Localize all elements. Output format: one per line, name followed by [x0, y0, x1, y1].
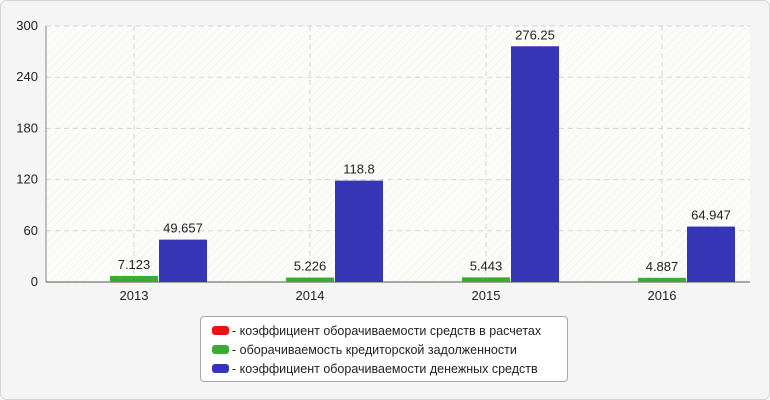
bar-data-label: 118.8: [343, 162, 375, 177]
bar-data-label: 49.657: [163, 221, 203, 236]
bar-data-label: 5.226: [294, 259, 327, 274]
plot-area: [46, 26, 750, 282]
legend-label: - коэффициент оборачиваемости денежных с…: [232, 361, 538, 376]
legend-swatch: [212, 326, 229, 335]
legend-label: - оборачиваемость кредиторской задолженн…: [232, 342, 517, 357]
x-tick-label: 2014: [296, 288, 325, 303]
bar: [638, 277, 686, 282]
y-tick-label: 0: [31, 274, 38, 289]
legend-item: - коэффициент оборачиваемости средств в …: [212, 321, 567, 340]
bar-chart: 0 60 120 180 240 300 7.123 49.657 2013 5.226 118.8…: [16, 18, 750, 303]
x-tick-label: 2013: [120, 288, 149, 303]
bar-data-label: 64.947: [691, 208, 731, 223]
bar: [286, 277, 334, 282]
legend-swatch: [212, 364, 229, 373]
chart-legend: - коэффициент оборачиваемости средств в …: [200, 316, 568, 382]
y-tick-label: 240: [16, 69, 38, 84]
bar: [159, 239, 207, 282]
bar-data-label: 276.25: [515, 27, 555, 42]
bar: [687, 226, 735, 282]
y-tick-label: 60: [24, 223, 38, 238]
bar: [335, 180, 383, 282]
bar: [110, 275, 158, 282]
bar-data-label: 4.887: [646, 259, 679, 274]
y-tick-label: 300: [16, 18, 38, 33]
legend-item: - коэффициент оборачиваемости денежных с…: [212, 359, 567, 378]
legend-label: - коэффициент оборачиваемости средств в …: [232, 323, 542, 338]
y-tick-label: 120: [16, 172, 38, 187]
bar-data-label: 7.123: [118, 257, 151, 272]
y-tick-label: 180: [16, 120, 38, 135]
x-tick-label: 2016: [648, 288, 677, 303]
bar: [511, 46, 559, 283]
bar-data-label: 5.443: [470, 258, 503, 273]
x-tick-label: 2015: [472, 288, 501, 303]
legend-swatch: [212, 345, 229, 354]
bar: [462, 277, 510, 282]
legend-item: - оборачиваемость кредиторской задолженн…: [212, 340, 567, 359]
